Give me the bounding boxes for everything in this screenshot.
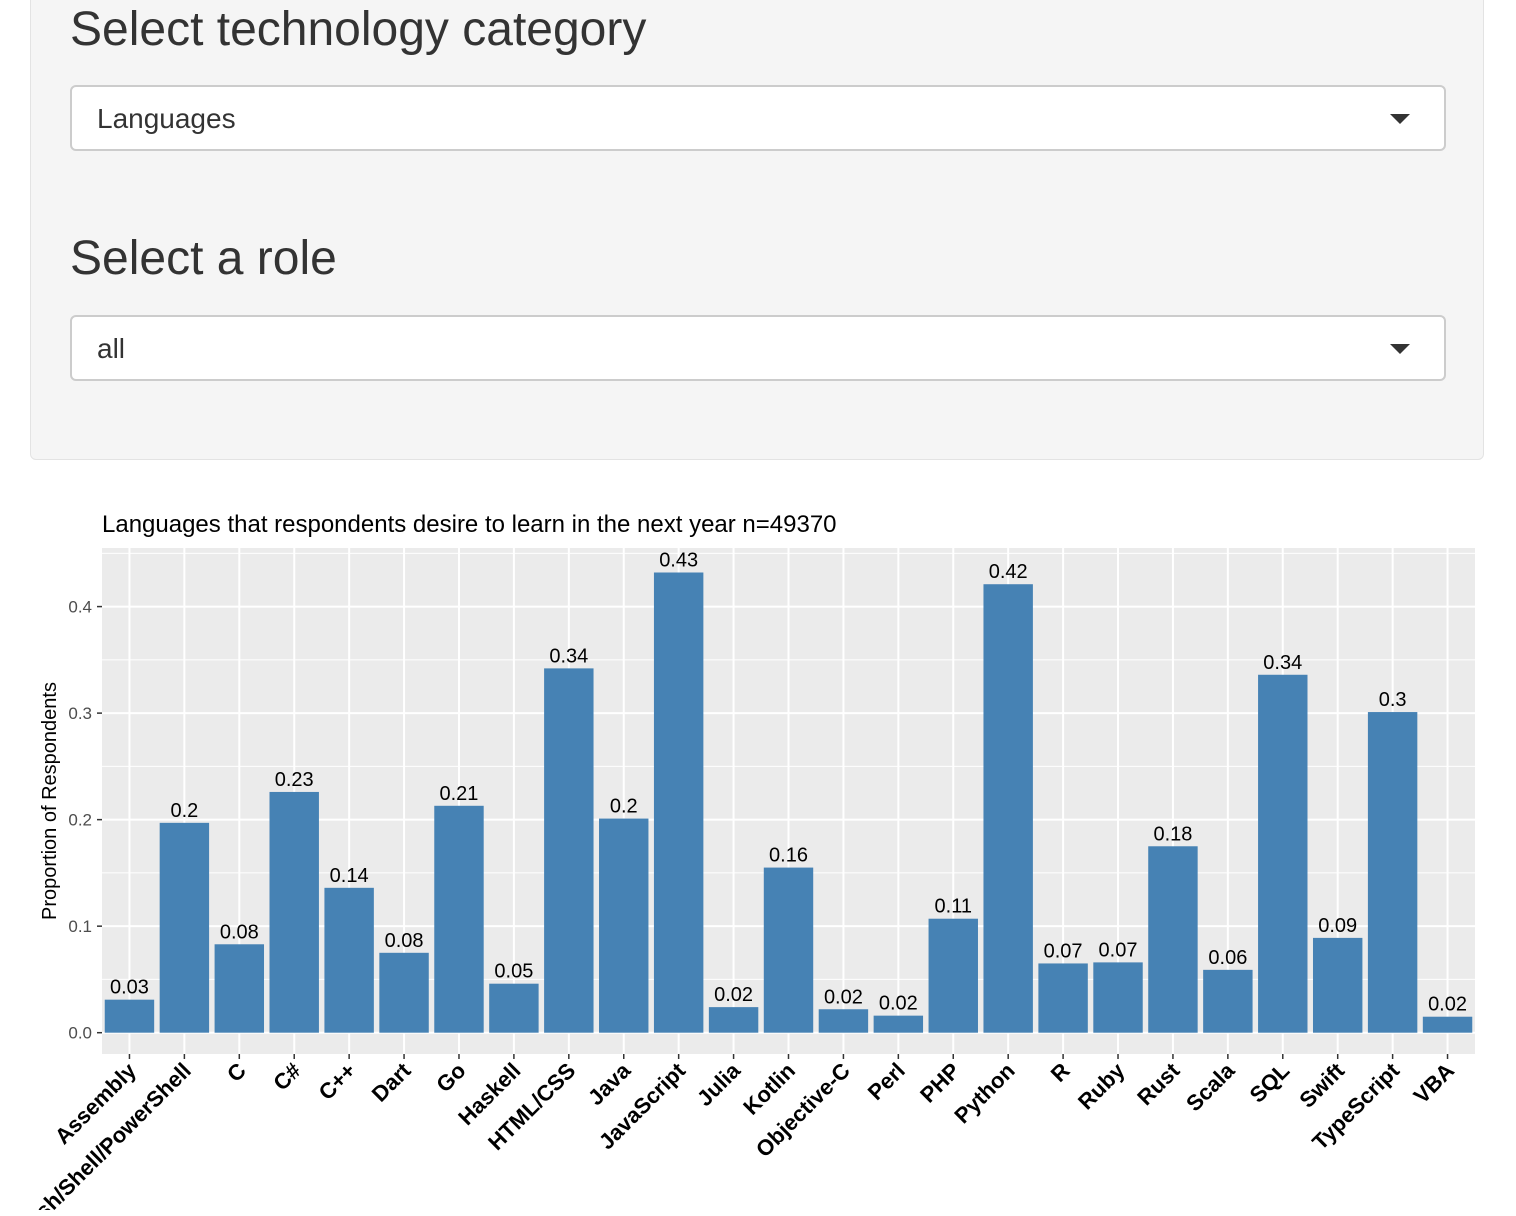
data-label: 0.07	[1044, 940, 1083, 962]
bar-scala	[1203, 969, 1253, 1033]
bar-c-	[269, 791, 319, 1033]
category-select[interactable]: Languages	[70, 85, 1446, 151]
x-tick-label: SQL	[1245, 1058, 1295, 1108]
x-tick-label: C#	[268, 1058, 306, 1096]
data-label: 0.42	[989, 561, 1028, 583]
bar-ruby	[1093, 962, 1143, 1033]
data-label: 0.34	[1263, 652, 1302, 674]
bar-go	[434, 805, 484, 1033]
bar-c-	[324, 887, 374, 1033]
bar-bash-shell-powershell	[159, 822, 210, 1033]
bar-chart: Languages that respondents desire to lea…	[11, 511, 1475, 1210]
role-select-label: Select a role	[70, 232, 337, 285]
bar-swift	[1312, 937, 1363, 1033]
bar-rust	[1148, 846, 1198, 1033]
data-label: 0.06	[1208, 947, 1247, 969]
data-label: 0.18	[1153, 823, 1192, 845]
x-tick-label: C	[222, 1058, 251, 1087]
x-tick-label: VBA	[1409, 1058, 1460, 1109]
data-label: 0.21	[440, 783, 479, 805]
bar-sql	[1258, 674, 1308, 1033]
y-axis-label: Proportion of Respondents	[39, 682, 61, 920]
x-tick-label: PHP	[915, 1058, 965, 1108]
data-label: 0.34	[549, 645, 588, 667]
bar-typescript	[1367, 712, 1418, 1033]
x-tick-label: Python	[949, 1058, 1019, 1128]
bar-objective-c	[818, 1009, 869, 1033]
chart-title: Languages that respondents desire to lea…	[102, 511, 837, 538]
bar-php	[928, 918, 978, 1033]
x-tick-label: R	[1046, 1058, 1075, 1087]
bar-julia	[708, 1007, 759, 1033]
x-tick-label: Go	[431, 1058, 470, 1097]
data-label: 0.09	[1318, 915, 1357, 937]
x-tick-label: Ruby	[1073, 1057, 1130, 1114]
data-label: 0.43	[659, 550, 698, 572]
data-label: 0.08	[385, 930, 424, 952]
data-label: 0.2	[170, 800, 198, 822]
y-tick-label: 0.0	[68, 1024, 92, 1043]
data-label: 0.14	[330, 865, 369, 887]
role-select-value: all	[97, 333, 126, 364]
chevron-down-icon	[1390, 114, 1410, 124]
input-panel	[30, 0, 1484, 460]
x-tick-label: Rust	[1132, 1057, 1185, 1110]
x-tick-label: Perl	[863, 1058, 910, 1105]
x-tick-label: Dart	[367, 1057, 416, 1106]
x-tick-label: Scala	[1181, 1057, 1240, 1116]
y-tick-label: 0.4	[68, 598, 92, 617]
data-label: 0.02	[879, 993, 918, 1015]
category-select-value: Languages	[97, 103, 236, 134]
data-label: 0.02	[824, 986, 863, 1008]
data-label: 0.3	[1379, 689, 1407, 711]
data-label: 0.03	[110, 977, 149, 999]
data-label: 0.23	[275, 769, 314, 791]
data-label: 0.02	[1428, 994, 1467, 1016]
bar-java	[599, 818, 649, 1033]
bar-dart	[379, 952, 429, 1033]
data-label: 0.16	[769, 845, 808, 867]
bar-html-css	[544, 668, 594, 1033]
data-label: 0.08	[220, 921, 259, 943]
bar-vba	[1422, 1016, 1473, 1033]
bar-haskell	[489, 983, 539, 1033]
data-label: 0.07	[1099, 939, 1138, 961]
x-tick-label: Julia	[692, 1057, 746, 1111]
chevron-down-icon	[1390, 344, 1410, 354]
bar-assembly	[104, 999, 155, 1033]
bar-kotlin	[763, 867, 814, 1033]
bar-perl	[873, 1015, 924, 1033]
data-label: 0.02	[714, 984, 753, 1006]
y-tick-label: 0.2	[68, 811, 92, 830]
category-select-label: Select technology category	[70, 3, 647, 56]
bar-javascript	[653, 572, 704, 1033]
y-tick-label: 0.3	[68, 704, 92, 723]
data-label: 0.11	[935, 896, 972, 918]
y-tick-label: 0.1	[68, 917, 92, 936]
role-select[interactable]: all	[70, 315, 1446, 381]
bar-python	[983, 584, 1033, 1033]
bar-r	[1038, 963, 1088, 1033]
data-label: 0.05	[494, 961, 533, 983]
bar-c	[214, 944, 265, 1033]
data-label: 0.2	[610, 796, 638, 818]
x-tick-label: C++	[314, 1058, 361, 1105]
